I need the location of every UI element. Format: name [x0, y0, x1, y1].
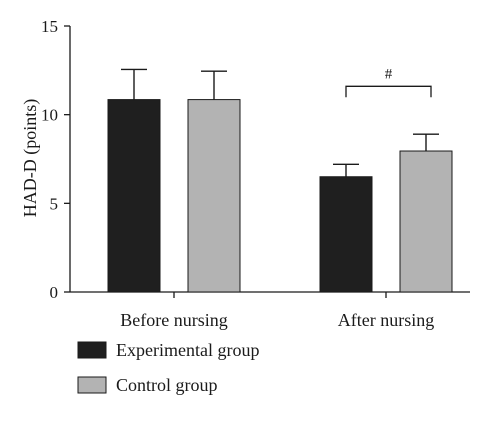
significance-marker: # — [385, 66, 393, 82]
legend-label: Control group — [116, 375, 218, 395]
plot-area: 0 5 10 15 Before nursing After nursing # — [41, 17, 470, 330]
legend-swatch — [77, 376, 107, 394]
bar — [187, 99, 241, 293]
y-tick-label: 0 — [50, 283, 59, 302]
y-tick-label: 15 — [41, 17, 58, 36]
x-tick-label: Before nursing — [120, 310, 227, 330]
significance-bracket — [345, 85, 432, 98]
x-tick-label: After nursing — [338, 310, 434, 330]
y-tick-label: 5 — [50, 194, 59, 213]
legend: Experimental group Control group — [77, 340, 259, 395]
legend-label: Experimental group — [116, 340, 259, 360]
y-axis-label: HAD-D (points) — [20, 99, 41, 218]
bar — [319, 176, 373, 293]
legend-swatch — [77, 341, 107, 359]
y-tick-label: 10 — [41, 106, 58, 125]
bar — [107, 99, 161, 293]
bar — [399, 150, 453, 293]
